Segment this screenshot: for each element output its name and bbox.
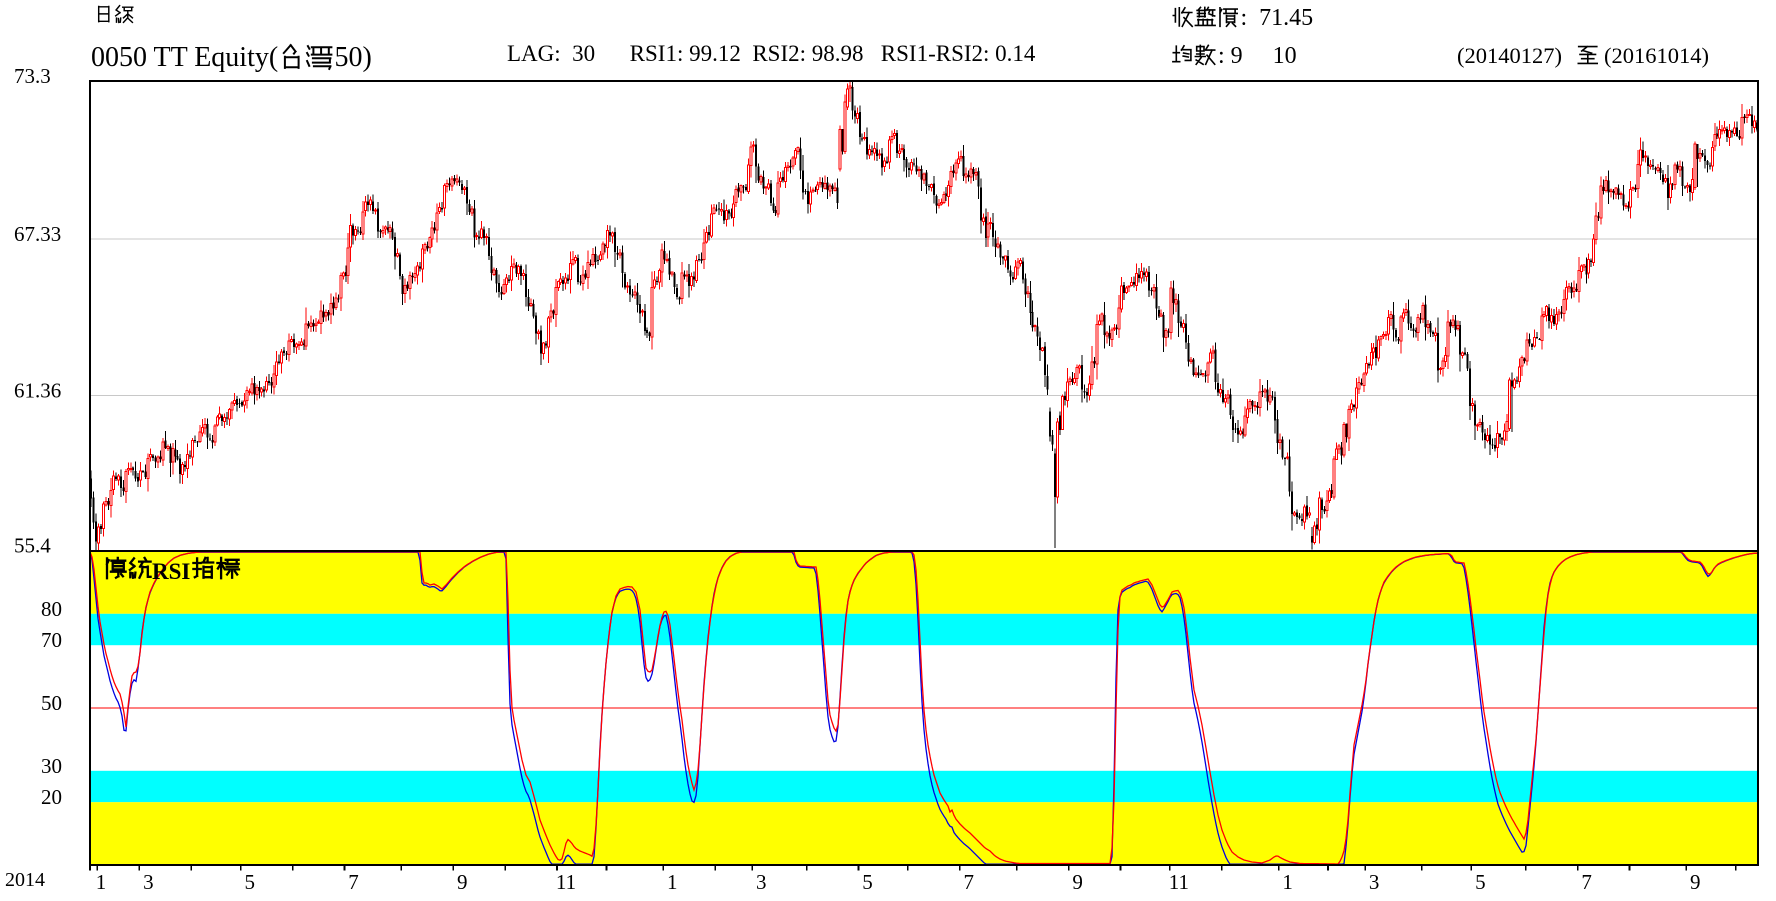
svg-text:11: 11 [556, 870, 576, 894]
svg-text:67.33: 67.33 [14, 222, 61, 246]
svg-text:20: 20 [41, 785, 62, 809]
svg-text:LAG: 30 RSI1: 99.12 RSI: LAG: 30 RSI1: 99.12 RSI2: 98.98 RSI1-RSI… [507, 41, 1036, 66]
svg-text:(20140127): (20140127) [1457, 43, 1562, 68]
svg-text:: 71.45: : 71.45 [1241, 5, 1314, 31]
svg-text:80: 80 [41, 597, 62, 621]
svg-text:5: 5 [1475, 870, 1486, 894]
svg-text:0050 TT Equity(: 0050 TT Equity( [91, 42, 278, 73]
svg-text:9: 9 [1072, 870, 1083, 894]
svg-text:9: 9 [1690, 870, 1701, 894]
svg-text:55.4: 55.4 [14, 534, 51, 558]
svg-text:5: 5 [244, 870, 255, 894]
svg-text:: 9 10: : 9 10 [1218, 43, 1297, 69]
svg-text:(20161014): (20161014) [1604, 43, 1709, 68]
svg-text:7: 7 [964, 870, 975, 894]
svg-text:9: 9 [457, 870, 468, 894]
svg-text:1: 1 [1282, 870, 1293, 894]
svg-text:73.3: 73.3 [14, 64, 51, 88]
svg-text:61.36: 61.36 [14, 379, 61, 403]
svg-text:70: 70 [41, 628, 62, 652]
svg-text:50: 50 [41, 691, 62, 715]
svg-text:3: 3 [143, 870, 154, 894]
svg-text:7: 7 [1581, 870, 1592, 894]
svg-text:RSI: RSI [152, 559, 190, 584]
svg-text:11: 11 [1169, 870, 1189, 894]
svg-text:3: 3 [1369, 870, 1380, 894]
svg-text:2014: 2014 [5, 869, 45, 891]
svg-text:1: 1 [96, 870, 107, 894]
svg-text:50): 50) [335, 42, 372, 73]
svg-text:5: 5 [862, 870, 873, 894]
svg-text:1: 1 [667, 870, 678, 894]
svg-text:30: 30 [41, 754, 62, 778]
svg-text:7: 7 [348, 870, 359, 894]
svg-text:3: 3 [756, 870, 767, 894]
